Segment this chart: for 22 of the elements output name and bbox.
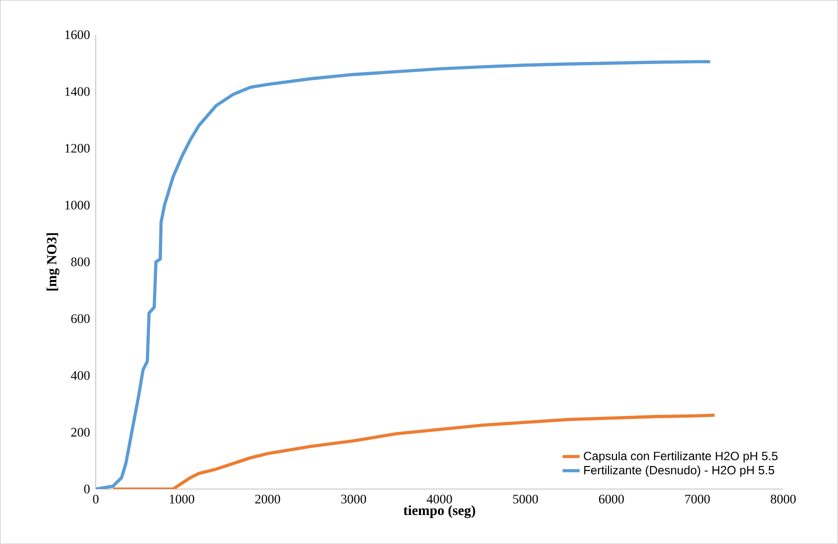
- y-tick-label: 1000: [65, 200, 90, 210]
- legend-label: Capsula con Fertilizante H2O pH 5.5: [584, 452, 778, 463]
- y-tick-label: 1600: [65, 30, 90, 40]
- y-tick-label: 200: [71, 428, 90, 437]
- y-tick-label: 0: [84, 484, 90, 494]
- y-axis-title: [mg NO3]: [46, 233, 60, 291]
- y-tick-label: 600: [71, 314, 90, 324]
- y-tick-label: 800: [71, 258, 90, 266]
- x-tick-label: 3000: [341, 494, 366, 504]
- x-tick-label: 0: [93, 494, 99, 504]
- legend-label: Fertilizante (Desnudo) - H2O pH 5.5: [584, 466, 774, 477]
- x-tick-label: 5000: [513, 494, 538, 504]
- x-tick-label: 4000: [426, 494, 452, 504]
- y-tick-label: 1400: [65, 87, 90, 96]
- y-tick-label: 1200: [65, 144, 90, 153]
- x-axis-title: tiempo (seg): [403, 505, 476, 518]
- y-tick-label: 400: [70, 371, 90, 380]
- x-tick-label: 1000: [170, 494, 194, 504]
- x-tick-label: 6000: [598, 494, 624, 504]
- x-tick-label: 2000: [255, 494, 280, 504]
- x-tick-label: 8000: [770, 494, 796, 504]
- x-tick-label: 7000: [685, 494, 710, 504]
